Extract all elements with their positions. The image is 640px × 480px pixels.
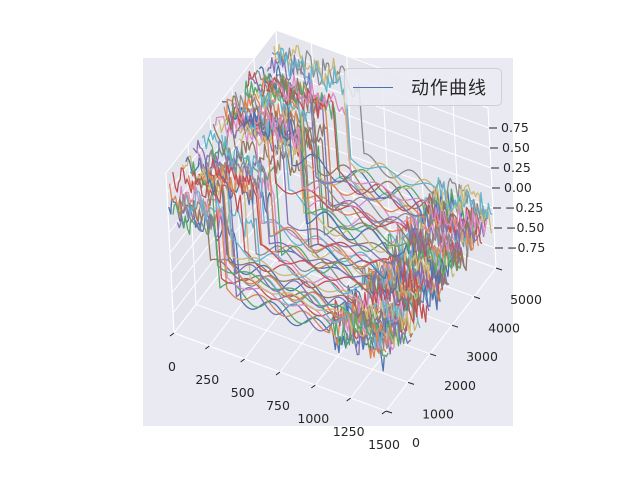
z-tick-label: −0.75 — [507, 240, 545, 255]
y-tick-mark — [473, 296, 481, 300]
x-tick-mark — [381, 410, 387, 415]
series-line — [238, 123, 455, 281]
grid-line-z — [277, 69, 491, 149]
y-tick-label: 3000 — [466, 349, 498, 364]
x-tick-label: 1250 — [333, 424, 365, 439]
z-tick-label: −0.25 — [505, 200, 543, 215]
x-tick-label: 750 — [266, 398, 290, 413]
series-line — [189, 161, 407, 347]
grid-line-x — [208, 202, 320, 347]
x-tick-label: 0 — [168, 359, 176, 374]
y-tick-mark — [429, 353, 437, 357]
y-tick-label: 4000 — [488, 321, 520, 336]
z-tick-label: 0.50 — [502, 140, 530, 155]
y-tick-label: 5000 — [510, 292, 542, 307]
y-tick-mark — [495, 267, 503, 271]
x-tick-mark — [311, 384, 316, 389]
series-line — [273, 43, 492, 234]
grid-line-y — [195, 303, 409, 383]
x-tick-mark — [240, 358, 245, 363]
z-tick-label: 0.75 — [501, 120, 529, 135]
x-tick-mark — [205, 345, 210, 350]
series-line — [270, 74, 488, 236]
legend-label: 动作曲线 — [411, 78, 487, 99]
y-tick-label: 2000 — [444, 378, 476, 393]
series-line — [227, 104, 446, 294]
y-tick-mark — [407, 381, 415, 385]
series-line — [201, 129, 421, 329]
legend: 动作曲线 — [344, 68, 502, 106]
x-tick-label: 1000 — [297, 411, 329, 426]
grid-line-z — [166, 49, 278, 194]
y-tick-label: 1000 — [422, 406, 454, 421]
series-line — [258, 90, 474, 243]
x-tick-mark — [346, 397, 351, 402]
z-tick-label: −0.50 — [506, 220, 544, 235]
series-line — [201, 167, 419, 336]
z-tick-label: 0.25 — [503, 160, 531, 175]
grid-line-x — [244, 215, 356, 360]
series-line — [250, 93, 468, 272]
x-tick-mark — [169, 332, 175, 337]
x-tick-label: 500 — [231, 385, 255, 400]
grid-line-x — [385, 267, 497, 412]
legend-line-swatch — [353, 86, 393, 88]
series-line — [269, 76, 486, 233]
series-group — [168, 43, 493, 372]
x-tick-label: 250 — [195, 372, 219, 387]
series-line — [246, 70, 465, 263]
tick-marks — [169, 127, 503, 415]
x-tick-mark — [275, 371, 281, 376]
y-tick-mark — [451, 324, 459, 328]
series-line — [271, 47, 489, 222]
y-tick-label: 0 — [412, 435, 420, 450]
grid-line-z — [170, 129, 282, 274]
z-tick-label: 0.00 — [504, 180, 532, 195]
series-line — [275, 47, 493, 220]
y-tick-mark — [385, 410, 393, 414]
x-tick-label: 1500 — [368, 437, 400, 452]
series-line — [196, 178, 414, 338]
